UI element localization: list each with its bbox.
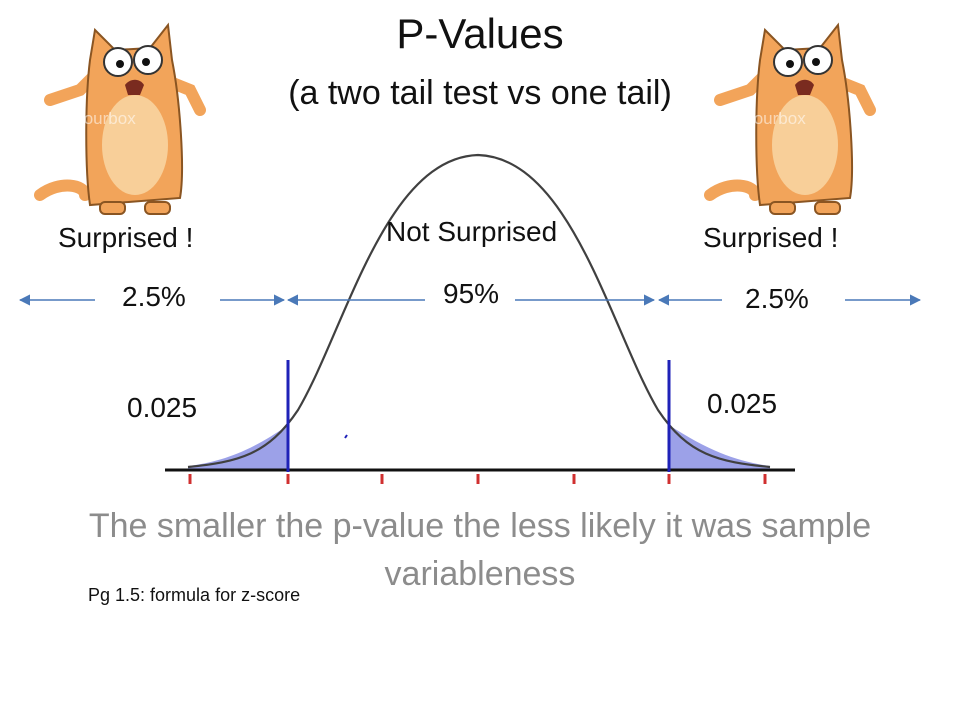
left-percent-label: 2.5% xyxy=(122,281,186,312)
right-region-label: Surprised ! xyxy=(703,222,839,253)
conclusion-caption: The smaller the p-value the less likely … xyxy=(88,507,872,593)
page-subtitle: (a two tail test vs one tail) xyxy=(288,74,672,112)
left-tail-region xyxy=(188,425,288,470)
left-region-label: Surprised ! xyxy=(58,222,194,253)
center-region-label: Not Surprised xyxy=(386,216,558,247)
bell-curve xyxy=(187,153,771,469)
left-p-value-label: 0.025 xyxy=(127,392,198,423)
right-tail-region xyxy=(669,425,770,470)
right-percent-label: 2.5% xyxy=(745,283,809,314)
right-p-value-label: 0.025 xyxy=(707,388,778,419)
page-title: P-Values xyxy=(396,10,564,57)
right-surprised-cat-icon: colourbox xyxy=(704,22,876,215)
svg-text:colourbox: colourbox xyxy=(62,109,136,128)
axis-ticks xyxy=(188,474,767,484)
left-surprised-cat-icon: colourbox xyxy=(34,22,206,215)
reference-note: Pg 1.5: formula for z-score xyxy=(88,585,301,605)
svg-text:colourbox: colourbox xyxy=(732,109,806,128)
center-percent-label: 95% xyxy=(443,278,500,309)
